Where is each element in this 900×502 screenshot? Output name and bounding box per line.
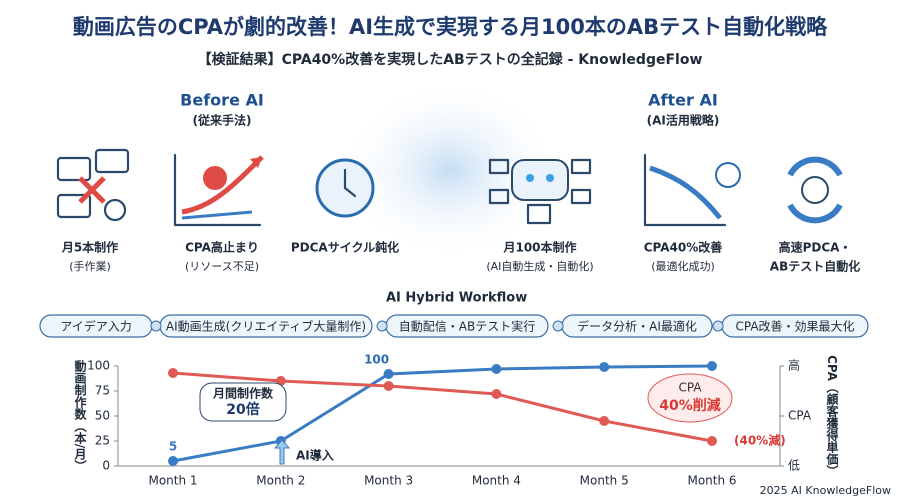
workflow-label: 自動配信・ABテスト実行	[399, 319, 535, 334]
item-label: CPA高止まり	[185, 240, 259, 255]
data-point	[383, 381, 394, 391]
annotation: 100	[364, 353, 389, 367]
annotation: AI導入	[296, 448, 334, 463]
series-line	[172, 371, 713, 443]
annotation: CPA	[678, 381, 702, 395]
annotation: 20倍	[226, 401, 259, 418]
workflow-title: AI Hybrid Workflow	[386, 291, 527, 306]
y-label: 動画制作数（本/月）	[73, 358, 87, 472]
item-sub: (手作業)	[69, 259, 111, 273]
workflow-label: AI動画生成(クリエイティブ大量制作)	[166, 319, 366, 334]
icons	[56, 148, 843, 227]
after-title: After AI	[648, 91, 718, 110]
data-point	[168, 456, 178, 466]
after-subtitle: (AI活用戦略)	[647, 113, 720, 128]
data-point	[707, 436, 717, 446]
data-point	[168, 368, 178, 378]
data-point	[599, 416, 610, 426]
data-point	[599, 362, 610, 372]
y-tick-label: 50	[95, 409, 110, 423]
y2-tick-label: 低	[788, 459, 800, 473]
workflow-connector	[552, 320, 564, 332]
annotation: (40%減)	[734, 433, 786, 448]
item-sub: ABテスト自動化	[770, 259, 860, 274]
x-tick-label: Month 3	[364, 474, 413, 488]
item-label: PDCAサイクル鈍化	[291, 240, 399, 255]
y-tick-label: 0	[102, 459, 110, 473]
data-point	[383, 369, 394, 379]
series-line	[172, 364, 713, 463]
callout	[199, 382, 287, 422]
workflow-label: CPA改善・効果最大化	[735, 319, 854, 334]
item-label: 月5本制作	[61, 240, 118, 255]
x-tick-label: Month 5	[580, 474, 629, 488]
before-title: Before AI	[180, 91, 264, 110]
y-tick-label: 75	[95, 384, 110, 398]
item-label: CPA40%改善	[644, 240, 723, 255]
ai-arrow	[273, 439, 291, 465]
workflow-connector	[150, 320, 162, 332]
item-label: 高速PDCA・	[779, 240, 852, 255]
workflow-connector	[376, 320, 388, 332]
x-tick-label: Month 2	[256, 474, 305, 488]
item-sub: (最適化成功)	[651, 259, 715, 273]
value-label: 5	[169, 440, 177, 454]
y2-tick-label: CPA	[788, 409, 812, 423]
x-tick-label: Month 1	[148, 474, 197, 488]
callout	[647, 373, 733, 423]
title: 動画広告のCPAが劇的改善！AI生成で実現する月100本のABテスト自動化戦略	[73, 15, 828, 39]
y2-label: CPA（顧客獲得単価）	[825, 355, 839, 477]
y2-tick-label: 高	[788, 358, 800, 373]
workflow-label: データ分析・AI最適化	[577, 319, 697, 334]
item-sub: (リソース不足)	[185, 260, 259, 273]
y-tick-label: 25	[95, 434, 110, 448]
subtitle: 【検証結果】CPA40%改善を実現したABテストの全記録 - Knowledge…	[198, 51, 703, 68]
data-point	[707, 361, 717, 371]
annotation: 40%削減	[659, 397, 721, 414]
footer: 2025 AI KnowledgeFlow	[760, 484, 891, 497]
x-tick-label: Month 4	[472, 474, 521, 488]
workflow-connector	[712, 320, 724, 332]
item-sub: (AI自動生成・自動化)	[486, 259, 593, 273]
annotation: 月間制作数	[212, 386, 274, 401]
data-point	[491, 389, 502, 399]
data-point	[491, 364, 502, 374]
workflow-label: アイデア入力	[60, 319, 131, 334]
x-tick-label: Month 6	[687, 474, 736, 488]
y-tick-label: 100	[87, 359, 110, 373]
glow	[340, 80, 560, 260]
item-label: 月100本制作	[502, 240, 576, 255]
before-subtitle: (従来手法)	[193, 113, 252, 128]
